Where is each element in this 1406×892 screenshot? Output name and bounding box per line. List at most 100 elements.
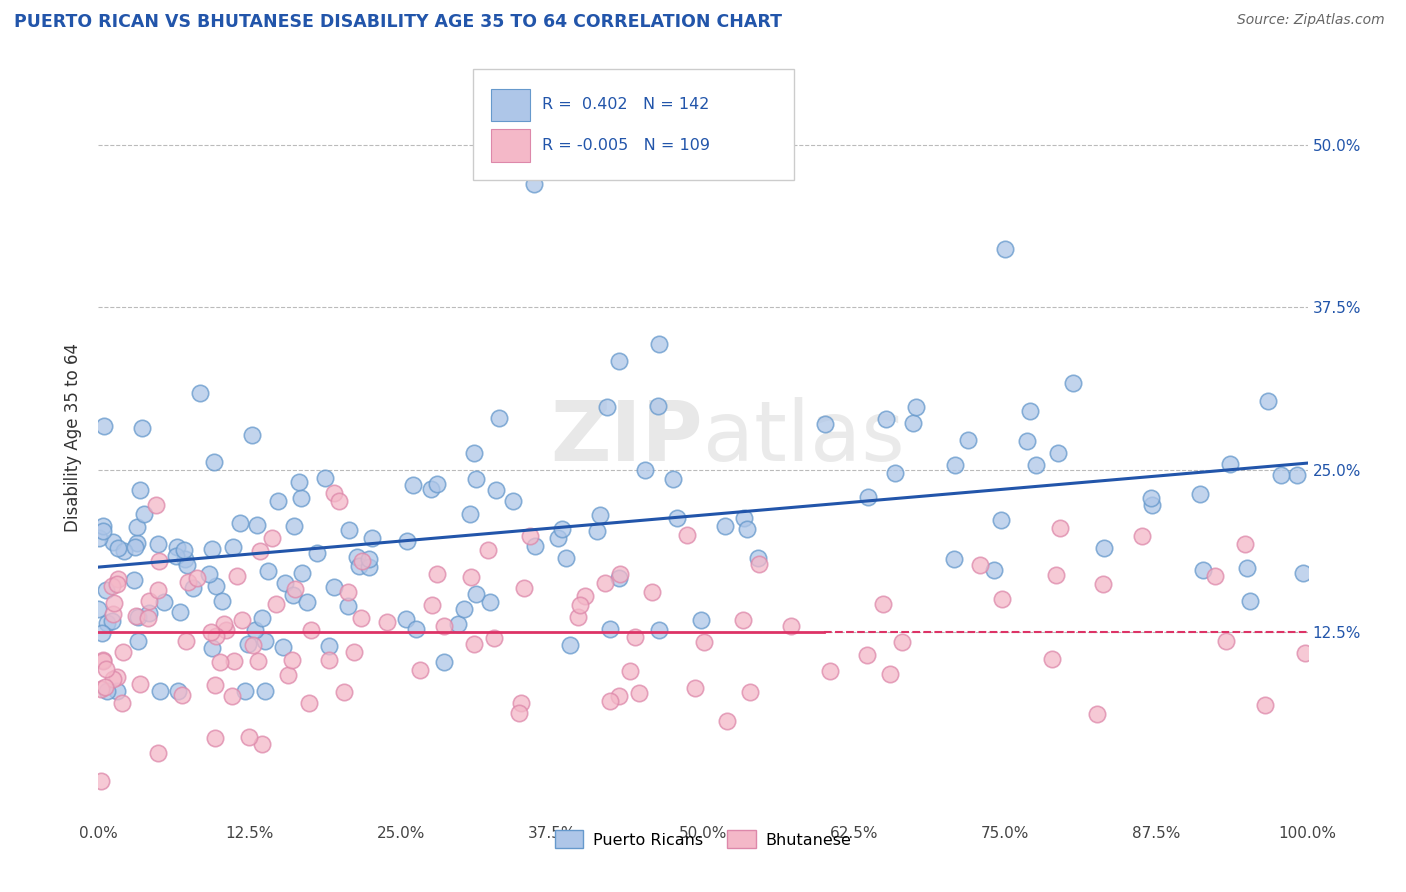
Point xyxy=(1018,403,1040,417)
Point xyxy=(502,494,524,508)
Point xyxy=(146,582,169,597)
Point xyxy=(337,523,360,537)
Point xyxy=(111,696,134,710)
Point xyxy=(607,689,630,703)
Point xyxy=(105,577,128,591)
Point xyxy=(991,592,1014,607)
Point xyxy=(229,516,252,530)
Point xyxy=(205,579,228,593)
Point xyxy=(174,551,197,566)
Point xyxy=(599,622,621,636)
Point xyxy=(136,611,159,625)
Point xyxy=(872,598,894,612)
Point xyxy=(112,645,135,659)
Point xyxy=(94,680,117,694)
Point xyxy=(211,594,233,608)
Point xyxy=(328,493,350,508)
Point xyxy=(201,640,224,655)
Point xyxy=(1025,458,1047,472)
Point xyxy=(333,685,356,699)
Point xyxy=(747,551,769,566)
Point xyxy=(186,571,208,585)
Point xyxy=(464,587,486,601)
Point xyxy=(619,665,641,679)
Point xyxy=(453,602,475,616)
Point xyxy=(290,491,312,505)
Point xyxy=(205,629,228,643)
Point xyxy=(1047,446,1070,460)
Point xyxy=(283,519,305,533)
Point xyxy=(1219,457,1241,471)
Text: R =  0.402   N = 142: R = 0.402 N = 142 xyxy=(543,97,710,112)
Point xyxy=(813,417,835,431)
Point xyxy=(204,731,226,745)
Point xyxy=(856,648,879,663)
Point xyxy=(942,552,965,566)
Point xyxy=(735,522,758,536)
Point xyxy=(994,242,1017,256)
Point xyxy=(405,622,427,636)
Point xyxy=(508,706,530,720)
Point xyxy=(343,645,366,659)
Point xyxy=(96,661,118,675)
Point xyxy=(254,683,277,698)
Point xyxy=(463,446,485,460)
Point xyxy=(291,566,314,580)
Point xyxy=(284,582,307,596)
Point xyxy=(733,510,755,524)
Point xyxy=(634,462,657,476)
Text: PUERTO RICAN VS BHUTANESE DISABILITY AGE 35 TO 64 CORRELATION CHART: PUERTO RICAN VS BHUTANESE DISABILITY AGE… xyxy=(14,13,782,31)
Point xyxy=(607,571,630,585)
Point xyxy=(91,653,114,667)
Point xyxy=(558,638,581,652)
Point xyxy=(607,354,630,368)
Point xyxy=(336,599,359,613)
Point xyxy=(647,399,669,413)
Point xyxy=(105,670,128,684)
Point xyxy=(357,560,380,574)
Point xyxy=(236,637,259,651)
Point xyxy=(943,458,966,473)
Point xyxy=(1015,434,1038,448)
Point xyxy=(124,540,146,554)
FancyBboxPatch shape xyxy=(492,89,530,121)
Point xyxy=(1292,566,1315,581)
FancyBboxPatch shape xyxy=(474,69,793,180)
Point xyxy=(1257,394,1279,409)
Point xyxy=(274,576,297,591)
Point xyxy=(624,630,647,644)
Point xyxy=(350,611,373,625)
Point xyxy=(779,619,801,633)
Point xyxy=(127,520,149,534)
Point xyxy=(148,554,170,568)
Point xyxy=(477,543,499,558)
Point xyxy=(100,579,122,593)
Point xyxy=(112,544,135,558)
Point xyxy=(242,638,264,652)
Point xyxy=(1254,698,1277,712)
Point xyxy=(377,615,399,629)
Point xyxy=(485,483,508,498)
Point xyxy=(661,472,683,486)
Point xyxy=(361,531,384,545)
Point xyxy=(288,475,311,490)
Text: R = -0.005   N = 109: R = -0.005 N = 109 xyxy=(543,138,710,153)
Point xyxy=(1189,487,1212,501)
Point xyxy=(1191,563,1213,577)
Point xyxy=(145,498,167,512)
Point xyxy=(322,485,344,500)
Point xyxy=(426,477,449,491)
Point xyxy=(716,714,738,728)
Point xyxy=(222,540,245,554)
Point xyxy=(433,655,456,669)
Point xyxy=(547,531,569,545)
Point xyxy=(93,419,115,434)
Point xyxy=(1286,468,1309,483)
Point xyxy=(204,678,226,692)
Point xyxy=(420,482,443,496)
Point xyxy=(346,550,368,565)
Point xyxy=(105,683,128,698)
Point xyxy=(596,401,619,415)
Point xyxy=(323,581,346,595)
Point xyxy=(167,683,190,698)
